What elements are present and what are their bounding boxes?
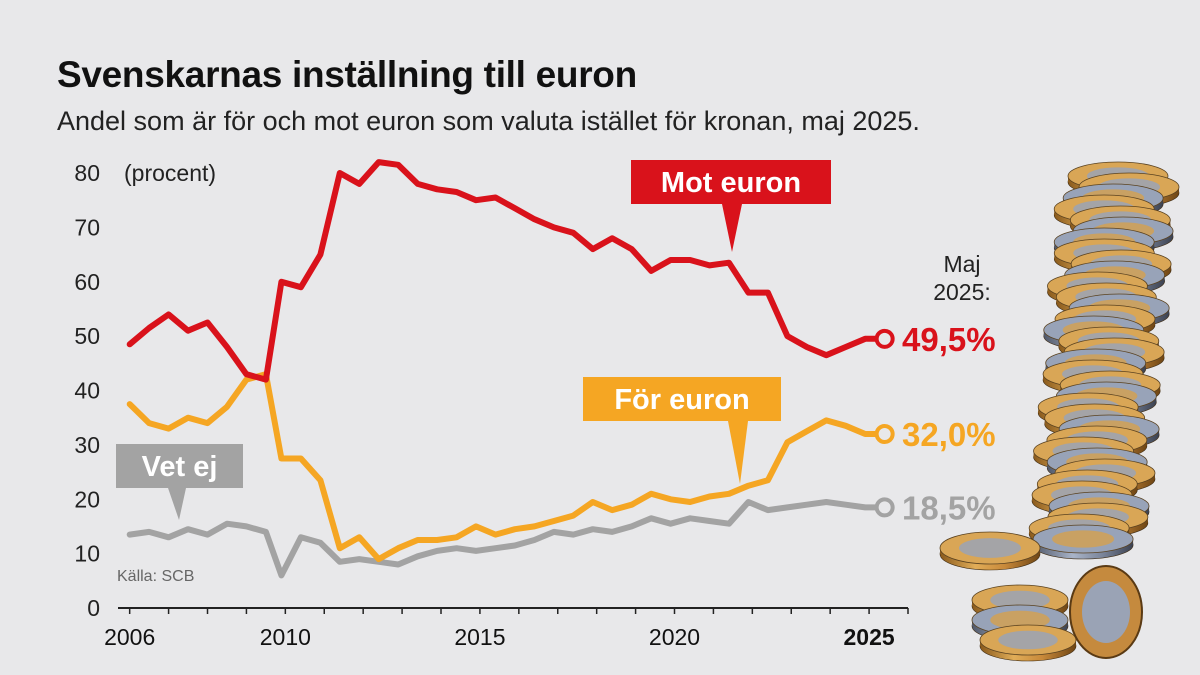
x-tick-label: 2015 — [454, 624, 505, 650]
chart-subtitle: Andel som är för och mot euron som valut… — [57, 106, 920, 136]
end-value-label: 18,5% — [902, 489, 996, 526]
y-tick-label: 0 — [87, 595, 100, 621]
axes: 0 10 20 30 40 50 60 70 80 (procent) 2006 2010 2015 20… — [74, 160, 909, 650]
date-note-line: Maj — [943, 251, 980, 277]
y-tick-label: 70 — [74, 214, 100, 240]
x-tick-label: 2006 — [104, 624, 155, 650]
x-tick-label: 2010 — [260, 624, 311, 650]
series-callout-box — [583, 377, 781, 421]
series-end-marker — [874, 328, 895, 349]
upright-coin-center — [1082, 581, 1130, 643]
series-end-marker — [874, 497, 895, 518]
series-callout-box — [631, 160, 831, 204]
chart-title: Svenskarnas inställning till euron — [57, 54, 637, 95]
y-tick-label: 60 — [74, 269, 100, 295]
y-unit-label: (procent) — [124, 160, 216, 186]
source-label: Källa: SCB — [117, 568, 194, 585]
series-name-label: Mot euron — [661, 167, 801, 199]
y-tick-label: 20 — [74, 486, 100, 512]
series-callout-box — [116, 444, 243, 488]
series-callout-pointer — [728, 421, 748, 484]
y-tick-label: 40 — [74, 378, 100, 404]
series-name-label: För euron — [614, 384, 749, 416]
coin-center — [1052, 530, 1115, 548]
pile-coin — [939, 531, 1041, 571]
coin-center — [990, 610, 1050, 630]
stack-coin — [1032, 524, 1134, 560]
y-tick-label: 50 — [74, 323, 100, 349]
series-line-0 — [126, 159, 888, 383]
pile-coin — [979, 624, 1077, 662]
y-tick-label: 80 — [74, 160, 100, 186]
end-value-label: 49,5% — [902, 321, 996, 358]
y-tick-label: 10 — [74, 541, 100, 567]
end-value-label: 32,0% — [902, 416, 996, 453]
series-name-label: Vet ej — [142, 451, 218, 483]
coin-stack-illustration — [939, 161, 1180, 662]
x-tick-label: 2020 — [649, 624, 700, 650]
series-end-marker — [874, 424, 895, 444]
coin-center — [998, 630, 1058, 650]
coin-center — [990, 590, 1050, 610]
series-line-2 — [126, 499, 888, 579]
y-tick-label: 30 — [74, 432, 100, 458]
date-note-line: 2025: — [933, 279, 991, 305]
series-callout-pointer — [722, 204, 742, 252]
series-layer — [126, 159, 895, 579]
upright-euro-coin — [1069, 565, 1143, 659]
coin-center — [959, 538, 1021, 558]
series-callout-pointer — [168, 488, 186, 520]
x-tick-label: 2025 — [843, 624, 894, 650]
